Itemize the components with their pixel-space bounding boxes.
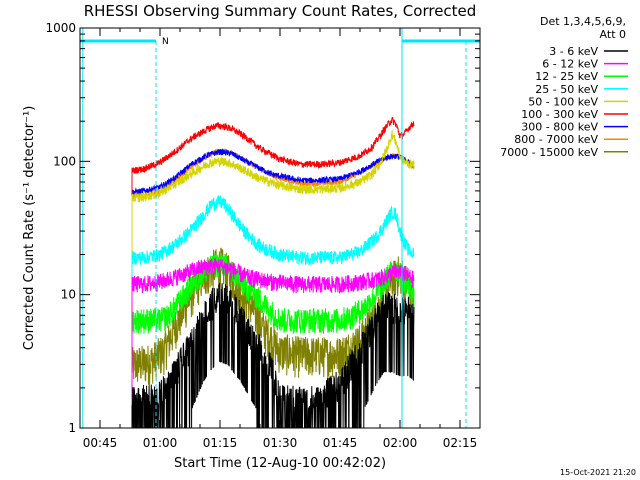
legend-label: 800 - 7000 keV [514, 133, 598, 146]
series-line [131, 116, 415, 428]
legend-label: 6 - 12 keV [542, 58, 598, 71]
x-axis: 00:45 01:00 01:15 01:30 01:45 02:00 02:15 [79, 28, 481, 450]
legend-label: 12 - 25 keV [535, 70, 598, 83]
y-tick-label: 100 [53, 154, 76, 168]
legend-label: 100 - 300 keV [521, 108, 598, 121]
y-tick-label: 1 [68, 421, 76, 435]
x-tick-label: 00:45 [83, 436, 118, 450]
series-line [131, 258, 415, 428]
series-4 [131, 130, 415, 428]
x-tick-label: 02:15 [443, 436, 478, 450]
chart-title: RHESSI Observing Summary Count Rates, Co… [84, 2, 477, 20]
x-tick-label: 01:30 [263, 436, 298, 450]
series-1 [131, 258, 415, 428]
series-line [131, 130, 415, 428]
y-axis: 1 10 100 1000 [45, 21, 480, 435]
y-tick-label: 10 [61, 288, 76, 302]
legend-header-line-2: Att 0 [600, 28, 626, 41]
legend-label: 25 - 50 keV [535, 83, 598, 96]
legend-header-line-1: Det 1,3,4,5,6,9, [540, 15, 626, 28]
y-axis-label: Corrected Count Rate (s⁻¹ detector⁻¹) [22, 106, 37, 351]
series-line [131, 195, 415, 428]
legend-label: 50 - 100 keV [528, 95, 598, 108]
legend-label: 300 - 800 keV [521, 121, 598, 134]
timestamp: 15-Oct-2021 21:20 [560, 468, 636, 477]
plot-frame [79, 27, 481, 429]
series-line [131, 148, 415, 428]
x-tick-label: 01:15 [203, 436, 238, 450]
legend-label: 7000 - 15000 keV [500, 146, 598, 159]
series-6 [131, 148, 415, 428]
series-line [131, 253, 415, 428]
x-tick-label: 01:00 [143, 436, 178, 450]
series-8 [131, 247, 415, 428]
series-0 [131, 282, 415, 428]
series-line [131, 247, 415, 428]
legend-label: 3 - 6 keV [549, 45, 598, 58]
y-tick-label: 1000 [45, 21, 76, 35]
night-marker: N [162, 37, 169, 47]
series-3 [131, 195, 415, 428]
series-2 [131, 253, 415, 428]
series-line [131, 282, 415, 428]
x-tick-label: 02:00 [383, 436, 418, 450]
x-axis-label: Start Time (12-Aug-10 00:42:02) [174, 456, 386, 471]
x-tick-label: 01:45 [323, 436, 358, 450]
series-5 [131, 116, 415, 428]
